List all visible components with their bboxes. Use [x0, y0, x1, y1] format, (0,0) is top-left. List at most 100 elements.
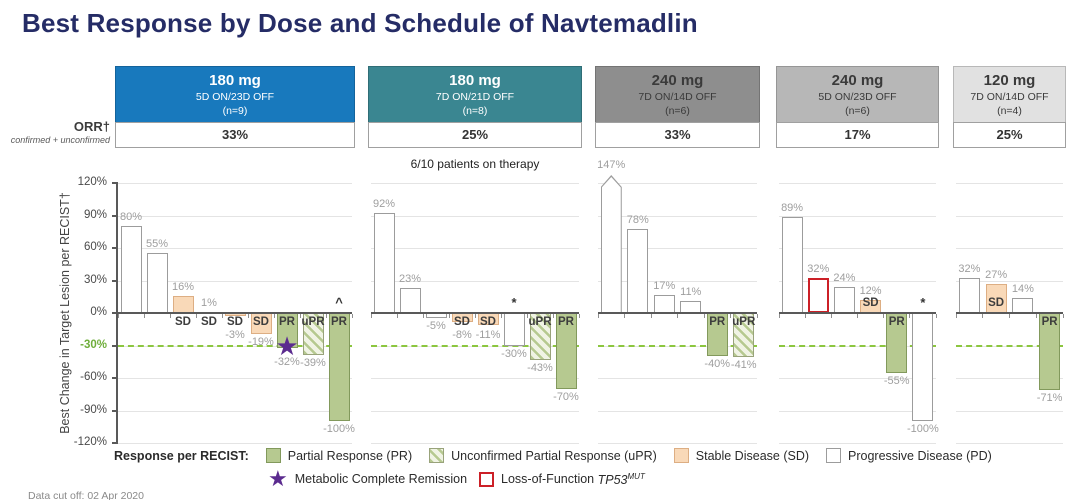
gridline	[118, 443, 352, 444]
bar-value-label: -30%	[501, 347, 527, 360]
pr-swatch-icon	[265, 448, 281, 463]
data-cutoff-note: Data cut off: 02 Apr 2020	[28, 490, 144, 500]
cohort-dose-label: 180 mg	[449, 72, 501, 89]
bar-value-label: -19%	[248, 335, 274, 348]
bar-annotation: *	[920, 295, 926, 310]
chart-panel: 80% 55% 16% SD 1% SD -3% SD -19% SD -32% PR ★ -39% uPR…	[117, 183, 355, 444]
y-tick	[112, 377, 118, 379]
y-tick	[112, 312, 118, 314]
cohort-orr-value: 25%	[953, 122, 1066, 148]
patients-on-therapy-note: 6/10 patients on therapy	[410, 157, 540, 171]
axis-tick	[299, 314, 301, 318]
gridline	[956, 215, 1063, 217]
bar-category-label: uPR	[528, 316, 552, 328]
axis-tick	[117, 314, 119, 318]
legend-recist: Response per RECIST: Partial Response (P…	[114, 448, 992, 463]
gridline	[956, 183, 1063, 184]
y-tick	[112, 409, 118, 412]
y-tick	[112, 214, 118, 217]
bar-value-label: -11%	[475, 329, 501, 341]
cohort-n-label: (n=4)	[997, 105, 1022, 117]
bar-category-label: uPR	[301, 316, 325, 328]
bar-value-label: 14%	[1011, 282, 1034, 295]
axis-tick	[624, 314, 625, 318]
cohort-header-colored: 180 mg 5D ON/23D OFF (n=9)	[115, 66, 355, 122]
bar-value-label: -70%	[553, 390, 579, 403]
axis-tick	[325, 314, 327, 318]
bar-tp53-mutant	[807, 278, 829, 313]
legend-item-PD: Progressive Disease (PD)	[826, 448, 992, 463]
gridline	[779, 443, 936, 444]
axis-tick	[247, 314, 249, 318]
bar-value-label: -3%	[225, 329, 245, 341]
legend-metabolic-cr-label: Metabolic Complete Remission	[294, 472, 468, 486]
gridline	[118, 183, 352, 184]
bar	[627, 228, 649, 313]
reference-line-minus30	[598, 344, 757, 347]
legend-item-uPR: Unconfirmed Partial Response (uPR)	[429, 448, 657, 463]
gridline	[598, 410, 757, 412]
bar-category-label: uPR	[732, 316, 756, 328]
bar-category-label: SD	[227, 316, 243, 328]
gridline	[371, 378, 579, 379]
y-axis: 120% 90% 60% 30% 0% -30% -60% -90% -120%	[0, 176, 118, 448]
cohort-header-colored: 240 mg 5D ON/23D OFF (n=6)	[776, 66, 939, 122]
cohort-dose-label: 240 mg	[831, 72, 884, 89]
gridline	[371, 280, 579, 282]
upr-swatch-icon	[429, 448, 445, 463]
y-tick-label: 90%	[83, 208, 107, 221]
legend-prefix: Response per RECIST:	[114, 448, 249, 463]
axis-tick	[778, 314, 780, 318]
reference-line-minus30	[371, 344, 579, 347]
pd-swatch-icon	[826, 448, 842, 463]
cohort-n-label: (n=6)	[845, 105, 870, 117]
bar-category-label: PR	[1041, 316, 1058, 328]
axis-tick	[500, 314, 502, 318]
bar-value-label: -100%	[323, 423, 355, 436]
gridline	[956, 378, 1063, 379]
star-marker: ★	[275, 331, 299, 361]
gridline	[956, 410, 1063, 412]
bar-value-label: -43%	[527, 361, 553, 374]
bar-value-label: -8%	[452, 329, 472, 341]
bar-category-label: PR	[331, 316, 347, 328]
bar	[912, 313, 934, 422]
y-tick-label: -30%	[80, 338, 107, 351]
axis-tick	[703, 314, 705, 318]
cohort-header: 240 mg 7D ON/14D OFF (n=6) 33%	[595, 66, 760, 148]
bar-value-label: 55%	[145, 238, 169, 251]
gridline	[371, 443, 579, 444]
axis-tick	[935, 314, 937, 318]
axis-tick	[273, 314, 275, 318]
axis-tick	[857, 314, 858, 318]
bar-value-label: -71%	[1036, 391, 1063, 404]
cohort-schedule-label: 5D ON/23D OFF	[818, 91, 897, 103]
bar-value-label: 89%	[781, 201, 804, 214]
baseline-axis	[779, 312, 936, 314]
bar-value-label: -32%	[274, 355, 300, 368]
gridline	[118, 378, 352, 379]
cohort-orr-value: 25%	[368, 122, 582, 148]
legend-item-metabolic-cr: ★ Metabolic Complete Remission	[268, 468, 467, 490]
gridline	[598, 280, 757, 282]
gridline	[956, 443, 1063, 444]
gridline	[779, 378, 936, 379]
axis-tick	[422, 314, 424, 318]
tp53-swatch-icon	[479, 471, 495, 487]
gridline	[779, 410, 936, 412]
gridline	[956, 280, 1063, 282]
y-tick-label: -90%	[80, 403, 107, 416]
y-tick-label: -60%	[80, 371, 107, 383]
bar-value-label: 11%	[680, 286, 702, 299]
chart-panel: 89% 32% 24% 12% SD -55% PR -100% *	[778, 183, 939, 444]
axis-tick	[730, 314, 731, 318]
sd-swatch-icon	[673, 448, 689, 463]
axis-tick	[474, 314, 476, 318]
legend-item-label: Partial Response (PR)	[287, 448, 413, 463]
baseline-axis	[118, 312, 352, 314]
bar-value-label: 80%	[119, 211, 143, 224]
chart-panel: 32% 27% SD 14% -71% PR	[955, 183, 1064, 444]
reference-line-minus30	[118, 344, 352, 347]
gridline	[779, 215, 936, 217]
reference-line-minus30	[779, 344, 936, 347]
